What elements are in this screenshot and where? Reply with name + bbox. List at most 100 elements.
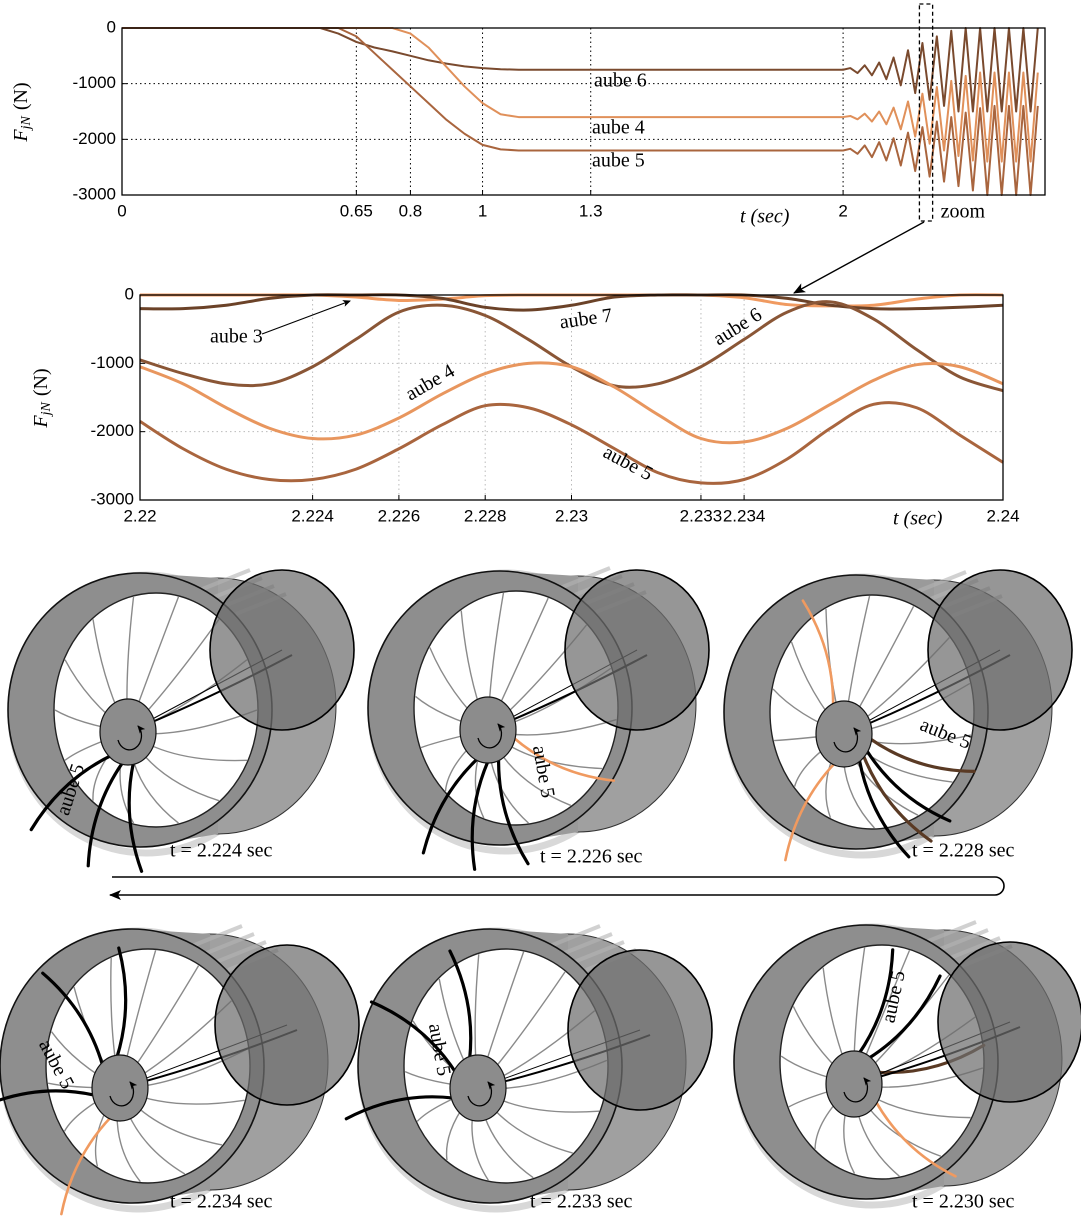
series-line — [139, 401, 1004, 485]
blade — [86, 759, 125, 868]
snapshot-caption: t = 2.230 sec — [912, 1191, 1014, 1213]
zoom-arrow — [793, 221, 925, 294]
snapshot: aube 5t = 2.228 sec — [723, 569, 1073, 862]
disc — [564, 569, 710, 731]
casing-stripe — [949, 936, 1001, 960]
y-label-subscript: jN — [19, 116, 34, 132]
series-line — [122, 27, 1039, 163]
annotation: zoom — [941, 201, 986, 223]
disc — [567, 949, 713, 1111]
y-tick-label: -1000 — [91, 353, 134, 372]
x-tick-label: 0.65 — [340, 201, 373, 220]
snapshot: aube 5t = 2.233 sec — [344, 924, 713, 1213]
x-tick-label: 2.224 — [291, 506, 334, 525]
casing-stripe — [925, 920, 977, 944]
x-tick-label: 2.234 — [723, 506, 766, 525]
x-tick-label: 2.233 — [680, 506, 723, 525]
y-label-subscript: jN — [39, 402, 54, 418]
x-tick-label: 1 — [478, 201, 487, 220]
hub — [825, 1050, 883, 1118]
blade — [127, 759, 144, 873]
blade — [421, 756, 480, 855]
y-label-symbol: F — [10, 129, 32, 143]
blade — [868, 736, 976, 773]
snapshot: aube 5t = 2.224 sec — [7, 568, 355, 873]
rotation-arrow — [833, 727, 862, 753]
rotation-arrow — [843, 1077, 872, 1103]
blade — [344, 1095, 456, 1121]
x-tick-label: 1.3 — [579, 201, 603, 220]
charts: -3000 -2000 -1000 0 0 0.65 0.8 1 1.3 2 aube 6 aube … — [10, 3, 1046, 530]
x-tick-label: 2.24 — [986, 506, 1019, 525]
snapshot-caption: t = 2.233 sec — [530, 1191, 632, 1213]
x-tick-label: 2 — [838, 201, 847, 220]
rotation-arrow — [117, 725, 146, 751]
blade — [470, 758, 491, 871]
blade — [41, 971, 105, 1068]
blade — [864, 748, 952, 823]
rotation-arrow — [467, 1081, 496, 1107]
snapshot-caption: t = 2.226 sec — [540, 846, 642, 868]
chart: -3000 -2000 -1000 0 0 0.65 0.8 1 1.3 2 aube 6 aube … — [10, 17, 1046, 228]
y-tick-label: 0 — [125, 284, 134, 303]
y-label-unit: (N) — [30, 368, 52, 396]
snapshot-caption: t = 2.228 sec — [912, 840, 1014, 862]
casing-stripe — [549, 924, 601, 948]
x-axis-label: t (sec) — [740, 206, 790, 228]
x-tick-label: 0 — [117, 201, 126, 220]
casing-stripe — [573, 940, 625, 964]
hub — [99, 698, 157, 766]
plot-area — [140, 295, 1003, 500]
snapshot: aube 5t = 2.226 sec — [367, 566, 710, 871]
disc — [214, 944, 360, 1106]
blade — [856, 948, 895, 1057]
casing-stripe — [203, 932, 255, 956]
snapshot-caption: t = 2.234 sec — [170, 1191, 272, 1213]
blade — [861, 752, 933, 843]
snapshot-caption: t = 2.224 sec — [170, 840, 272, 862]
casing-stripe — [559, 566, 611, 590]
blade — [511, 736, 616, 782]
casing-stripe — [937, 928, 989, 952]
blade — [29, 753, 114, 832]
series-line — [139, 293, 1004, 312]
hub — [815, 700, 873, 768]
rotation-arrow — [109, 1081, 138, 1107]
blade — [0, 1089, 97, 1102]
snapshot: aube 5t = 2.230 sec — [733, 920, 1081, 1213]
y-label-unit: (N) — [10, 82, 32, 110]
disc — [209, 569, 355, 731]
y-tick-label: -3000 — [91, 489, 134, 508]
casing-stripe — [561, 932, 613, 956]
zoom-box — [918, 3, 934, 222]
blade — [857, 756, 911, 859]
hub — [449, 1054, 507, 1122]
series-line — [122, 27, 1039, 113]
y-tick-label: -3000 — [73, 184, 116, 203]
casing-stripe — [215, 940, 267, 964]
disc — [937, 941, 1081, 1103]
chart: -3000 -2000 -1000 0 2.22 2.224 2.226 2.228 2.23 2… — [30, 284, 1020, 529]
series-label: aube 6 — [594, 70, 647, 92]
blade — [60, 1115, 113, 1216]
y-label-symbol: F — [30, 415, 52, 429]
axes-frame — [139, 294, 1004, 501]
blade — [801, 599, 835, 709]
y-tick-label: 0 — [107, 17, 116, 36]
blade — [784, 761, 837, 862]
label-arrow — [261, 300, 351, 335]
snapshot: aube 5t = 2.234 sec — [0, 924, 360, 1216]
series-label: aube 3 — [210, 326, 263, 348]
time-order-arrow — [110, 876, 1005, 895]
hub — [459, 696, 517, 764]
y-tick-label: -2000 — [73, 129, 116, 148]
series-line — [139, 361, 1004, 445]
series-label: aube 5 — [592, 150, 645, 172]
blade — [866, 974, 942, 1061]
axes-frame — [121, 27, 1046, 196]
blade — [369, 1000, 458, 1075]
y-axis-label: FjN (N) — [10, 82, 35, 142]
